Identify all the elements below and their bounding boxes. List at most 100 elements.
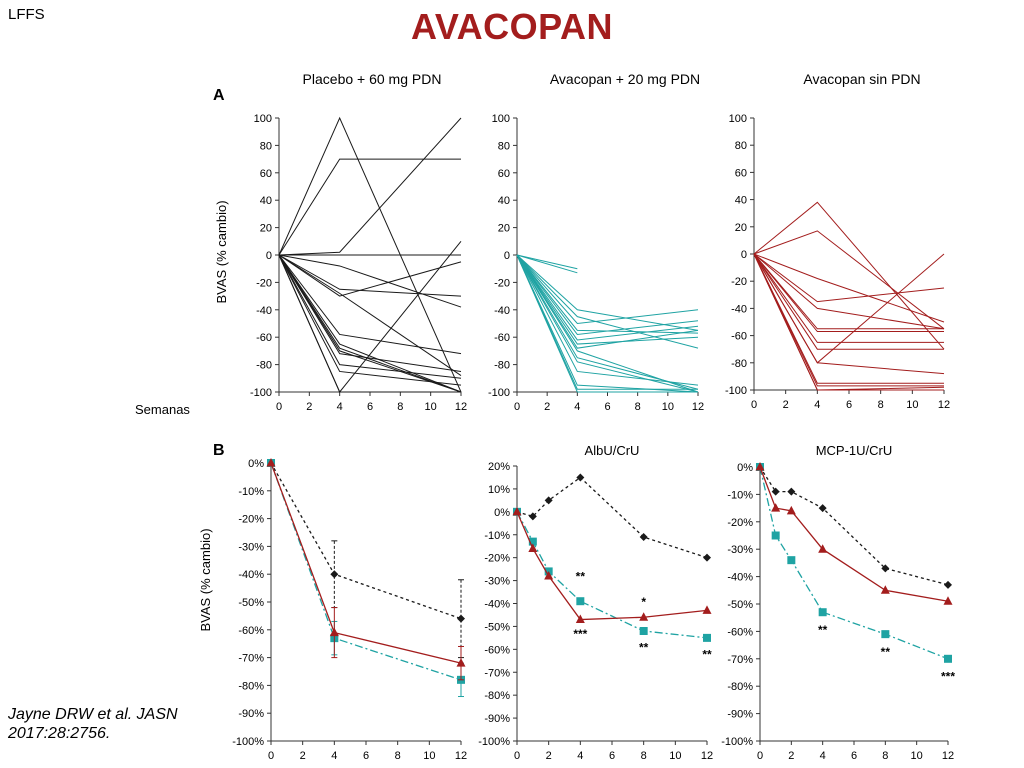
chart-a1: 0 2 4 6 8 10 12 100 80 60 40 20 0 -20 -40 -60 -80 -100 xyxy=(250,113,467,413)
y-tick-label: -10% xyxy=(484,530,510,542)
data-point xyxy=(881,630,890,639)
y-axis-label-a: BVAS (% cambio) xyxy=(214,200,229,303)
y-axis-label-b: BVAS (% cambio) xyxy=(198,528,213,631)
x-tick-label: 4 xyxy=(337,401,343,413)
series-line xyxy=(278,254,462,393)
significance-label: *** xyxy=(573,627,587,641)
series-line xyxy=(270,462,462,664)
series-line xyxy=(516,254,699,325)
x-tick-label: 10 xyxy=(662,401,674,413)
data-point xyxy=(787,487,796,496)
significance-label: * xyxy=(641,595,646,609)
col-title-avacopan-no-pdn: Avacopan sin PDN xyxy=(803,71,920,87)
series-line xyxy=(516,254,699,349)
y-tick-label: -90% xyxy=(238,708,264,720)
x-tick-label: 4 xyxy=(574,401,580,413)
y-tick-label: -90% xyxy=(484,713,510,725)
data-point xyxy=(639,533,648,542)
y-tick-label: 10% xyxy=(488,484,510,496)
series-line xyxy=(278,240,462,393)
x-tick-label: 12 xyxy=(701,750,713,762)
y-tick-label: -80% xyxy=(727,681,753,693)
y-tick-label: -70% xyxy=(238,653,264,665)
data-point xyxy=(528,537,537,546)
data-point xyxy=(528,512,537,521)
y-tick-label: -50% xyxy=(484,621,510,633)
y-tick-label: 0 xyxy=(504,250,510,262)
x-tick-label: 12 xyxy=(692,401,704,413)
y-tick-label: -10% xyxy=(727,489,753,501)
series-line xyxy=(278,117,462,256)
y-tick-label: -10% xyxy=(238,486,264,498)
data-point xyxy=(944,654,952,663)
series-line xyxy=(753,253,944,333)
data-point xyxy=(881,564,890,573)
x-tick-label: 8 xyxy=(397,401,403,413)
series-line xyxy=(278,254,462,372)
y-tick-label: 100 xyxy=(729,113,747,125)
x-tick-label: 6 xyxy=(363,750,369,762)
data-point xyxy=(456,658,466,667)
significance-label: ** xyxy=(818,623,828,637)
data-point xyxy=(880,585,890,594)
data-point xyxy=(771,531,780,540)
series-line xyxy=(516,254,699,331)
data-point xyxy=(457,614,465,623)
slide-title: AVACOPAN xyxy=(411,6,613,47)
y-tick-label: 20 xyxy=(735,222,747,234)
series-line xyxy=(753,253,945,330)
significance-label: ** xyxy=(702,648,712,662)
y-tick-label: -20 xyxy=(256,277,272,289)
y-tick-label: 100 xyxy=(492,113,510,125)
data-point xyxy=(755,462,765,471)
x-tick-label: 0 xyxy=(751,399,757,411)
series-line xyxy=(516,254,578,274)
y-tick-label: -80% xyxy=(238,680,264,692)
x-tick-label: 12 xyxy=(942,750,954,762)
series-line xyxy=(516,254,699,390)
series-line xyxy=(753,253,944,391)
series-line xyxy=(753,253,945,375)
data-point xyxy=(771,487,780,496)
x-tick-label: 0 xyxy=(514,401,520,413)
y-tick-label: -100 xyxy=(488,387,510,399)
citation: Jayne DRW et al. JASN 2017:28:2756. xyxy=(8,705,178,743)
data-point xyxy=(943,596,953,605)
y-tick-label: -30% xyxy=(727,544,753,556)
data-point xyxy=(330,570,339,579)
col-title-avacopan-pdn: Avacopan + 20 mg PDN xyxy=(550,71,700,87)
y-tick-label: 0 xyxy=(741,249,747,261)
chart-title-b2: AlbU/CrU xyxy=(585,443,640,458)
data-point xyxy=(703,553,711,562)
chart-b1: 0 2 4 6 8 10 12 0% -10% -20% -30% -40% -50% -60% -70% -… xyxy=(232,458,467,762)
x-tick-label: 6 xyxy=(604,401,610,413)
chart-a2: 0 2 4 6 8 10 12 100 80 60 40 20 0 -20 -40 -60 -80 -100 xyxy=(488,113,704,413)
data-point xyxy=(576,597,585,606)
chart-b3: 0 2 4 6 8 10 12 0% -10% -20% -30% -40% -50% -60% -70% -… xyxy=(721,443,955,762)
chart-b2: 0 2 4 6 8 10 12 20% 10% 0% -10% -20% -30% -40% -50% -60… xyxy=(478,443,713,762)
series-line xyxy=(516,254,698,393)
series-line xyxy=(516,254,699,393)
y-tick-label: -20 xyxy=(494,277,510,289)
x-tick-label: 0 xyxy=(276,401,282,413)
significance-label: ** xyxy=(639,641,649,655)
x-tick-label: 10 xyxy=(911,750,923,762)
y-tick-label: -100% xyxy=(478,736,510,748)
y-tick-label: -100 xyxy=(250,387,272,399)
y-tick-label: -80% xyxy=(484,690,510,702)
y-tick-label: -100% xyxy=(721,736,753,748)
data-point xyxy=(818,544,828,553)
y-tick-label: -20% xyxy=(238,514,264,526)
y-tick-label: -20% xyxy=(727,517,753,529)
x-tick-label: 2 xyxy=(544,401,550,413)
series-line xyxy=(516,511,708,621)
x-tick-label: 6 xyxy=(846,399,852,411)
x-tick-label: 4 xyxy=(331,750,337,762)
slide-tag: LFFS xyxy=(8,6,45,23)
x-tick-label: 2 xyxy=(300,750,306,762)
data-point xyxy=(576,473,585,482)
y-tick-label: 40 xyxy=(260,195,272,207)
y-tick-label: 20 xyxy=(260,223,272,235)
panel-a-label: A xyxy=(213,87,225,104)
